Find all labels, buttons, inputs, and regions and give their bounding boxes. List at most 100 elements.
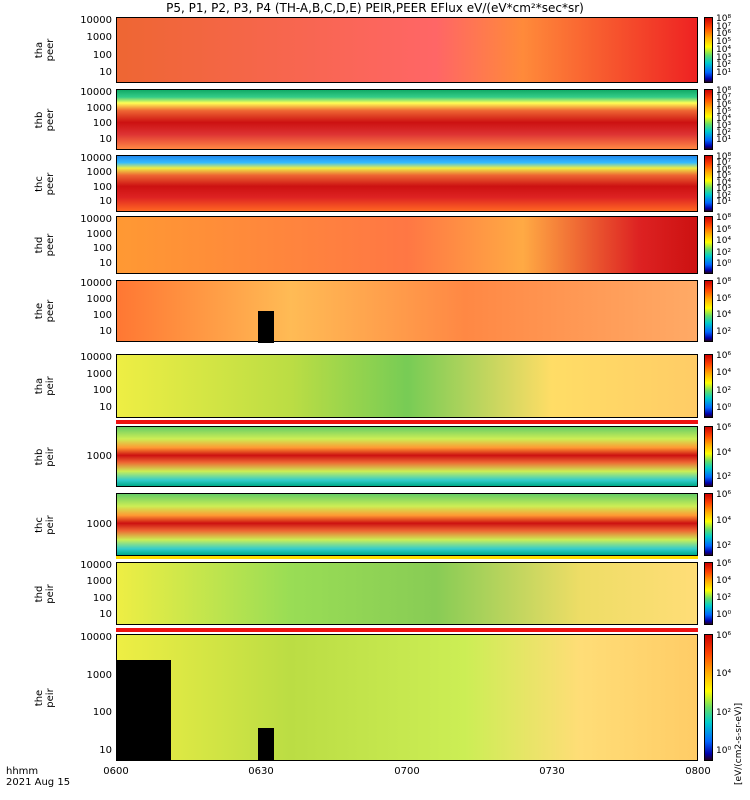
panel-y-label: the peir: [34, 687, 56, 708]
spectrogram-panel: [116, 155, 698, 212]
colorbar-tick-label: 10⁵: [716, 37, 732, 48]
spectrogram-panel: [116, 280, 698, 342]
y-tick-label: 10: [99, 745, 112, 756]
spectrogram-panel: [116, 493, 698, 556]
colorbar-tick-label: 10⁴: [716, 447, 732, 458]
y-tick-label: 10: [99, 258, 112, 269]
no-data-block: [116, 660, 171, 760]
y-tick-label: 1000: [86, 32, 112, 44]
colorbar-tick-label: 10²: [716, 128, 732, 138]
chart-title: P5, P1, P2, P3, P4 (TH-A,B,C,D,E) PEIR,P…: [166, 1, 584, 15]
colorbar-tick-label: 10⁶: [716, 29, 732, 40]
spectrogram-panel: [116, 17, 698, 83]
colorbar: [704, 493, 713, 556]
colorbar-tick-label: 10⁴: [716, 669, 732, 680]
colorbar: [704, 17, 713, 83]
colorbar-tick-label: 10²: [716, 385, 732, 396]
y-tick-label: 10000: [80, 352, 112, 363]
y-tick-label: 10: [99, 326, 112, 337]
y-tick-label: 1000: [86, 228, 112, 240]
colorbar-tick-label: 10³: [716, 121, 732, 131]
colorbar-tick-label: 10²: [716, 190, 732, 201]
y-tick-label: 100: [92, 49, 112, 61]
x-tick-label: 0730: [539, 766, 565, 777]
colorbar-tick-label: 10⁴: [716, 368, 732, 379]
colorbar-unit-text: [eV/(cm2-s-sr-eV)]: [734, 702, 744, 785]
colorbar-tick-label: 10⁷: [716, 93, 732, 103]
colorbar-tick-label: 10⁶: [716, 164, 732, 175]
spectrogram-panel: [116, 634, 698, 761]
y-tick-label: 1000: [86, 576, 112, 588]
colorbar-tick-label: 10⁵: [716, 107, 732, 117]
y-tick-label: 100: [92, 118, 112, 130]
x-tick-label: 0630: [248, 766, 274, 777]
y-tick-label: 1000: [86, 102, 112, 114]
colorbar-tick-label: 10¹: [716, 68, 732, 78]
colorbar-tick-label: 10⁶: [716, 100, 732, 110]
colorbar-tick-label: 10⁸: [716, 152, 732, 162]
colorbar: [704, 280, 713, 342]
y-tick-label: 10: [99, 402, 112, 413]
y-tick-label: 100: [92, 310, 112, 321]
panel-y-label: thc peer: [34, 172, 56, 195]
colorbar-tick-label: 10⁷: [716, 21, 732, 32]
colorbar: [704, 216, 713, 274]
y-tick-label: 10: [99, 134, 112, 145]
y-tick-label: 100: [92, 707, 112, 719]
y-tick-label: 10000: [80, 632, 112, 643]
y-tick-label: 10000: [80, 15, 112, 26]
spectrogram-panel: [116, 89, 698, 150]
colorbar-tick-label: 10⁰: [716, 403, 732, 413]
colorbar-tick-label: 10¹: [716, 197, 732, 207]
colorbar-tick-label: 10⁶: [716, 631, 732, 641]
colorbar-tick-label: 10⁶: [716, 490, 732, 500]
colorbar: [704, 155, 713, 212]
panel-y-label: thc peir: [34, 514, 56, 535]
x-tick-label: 0800: [685, 766, 711, 777]
data-gap-stripe: [116, 556, 698, 559]
colorbar-tick-label: 10⁴: [716, 576, 732, 586]
y-tick-label: 1000: [86, 669, 112, 681]
colorbar-tick-label: 10⁴: [716, 236, 732, 246]
colorbar: [704, 426, 713, 487]
colorbar-tick-label: 10²: [716, 247, 732, 258]
y-tick-label: 10000: [80, 278, 112, 289]
colorbar-tick-label: 10⁰: [716, 610, 732, 620]
panel-y-label: thb peer: [34, 108, 56, 131]
colorbar-unit-label: [eV/(cm2-s-sr-eV)]: [732, 15, 746, 785]
y-tick-label: 10000: [80, 153, 112, 164]
panel-y-label: thd peer: [34, 233, 56, 257]
no-data-block: [258, 311, 274, 343]
colorbar-tick-label: 10³: [716, 52, 732, 63]
colorbar-tick-label: 10³: [716, 184, 732, 195]
y-tick-label: 10: [99, 67, 112, 78]
x-tick-label: 0700: [394, 766, 420, 777]
colorbar-tick-label: 10⁶: [716, 351, 732, 361]
colorbar-tick-label: 10⁸: [716, 213, 732, 223]
colorbar-tick-label: 10⁶: [716, 423, 732, 433]
x-tick-label: 0600: [103, 766, 129, 777]
colorbar-tick-label: 10⁴: [716, 177, 732, 188]
panel-y-label: thb peir: [34, 446, 56, 467]
y-tick-label: 10: [99, 196, 112, 207]
panel-y-label: the peer: [34, 299, 56, 323]
y-tick-label: 1000: [86, 294, 112, 305]
y-tick-label: 1000: [86, 450, 112, 462]
panel-y-label: tha peer: [34, 38, 56, 62]
colorbar: [704, 562, 713, 625]
data-gap-stripe: [116, 628, 698, 632]
colorbar: [704, 89, 713, 150]
x-axis-label: hhmm: [6, 766, 39, 777]
colorbar-tick-label: 10⁰: [716, 259, 732, 269]
colorbar-tick-label: 10²: [716, 60, 732, 71]
y-tick-label: 10000: [80, 87, 112, 98]
y-tick-label: 100: [92, 181, 112, 193]
colorbar-tick-label: 10²: [716, 327, 732, 337]
data-gap-stripe: [116, 420, 698, 424]
colorbar-tick-label: 10¹: [716, 135, 732, 145]
y-tick-label: 100: [92, 243, 112, 255]
y-tick-label: 10: [99, 609, 112, 620]
spectrogram-panel: [116, 426, 698, 487]
no-data-block: [258, 728, 274, 760]
